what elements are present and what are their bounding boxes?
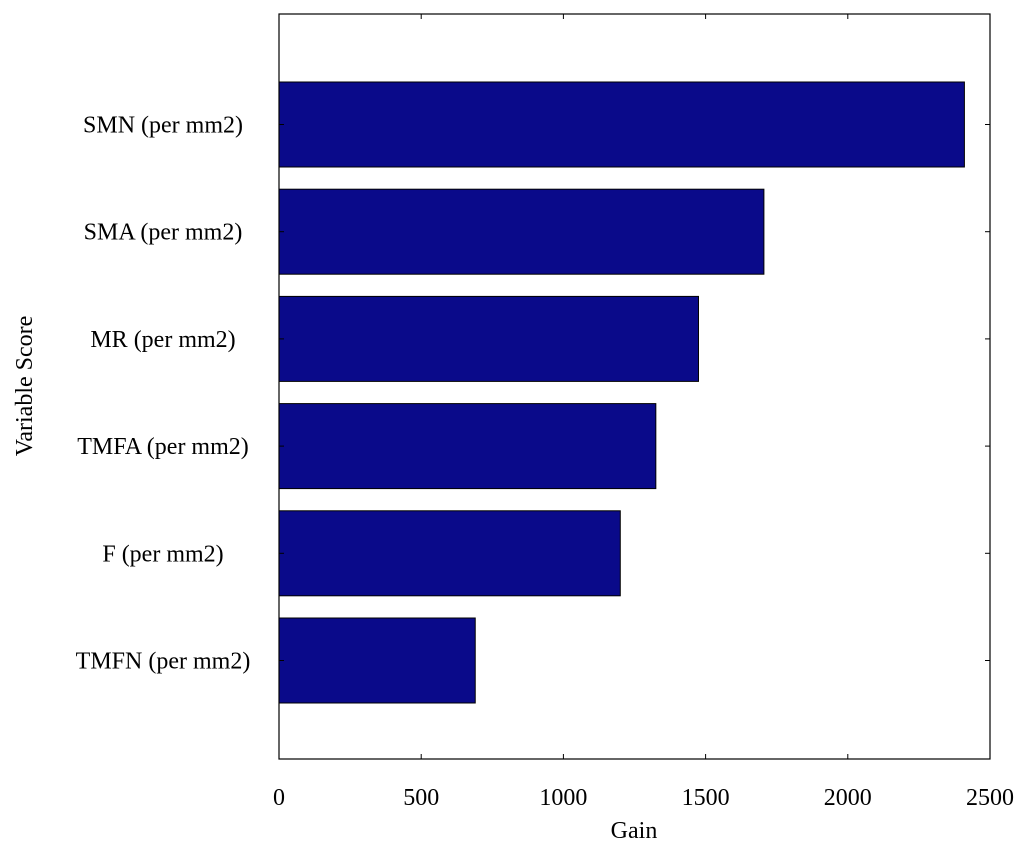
x-tick-label-1: 500 — [403, 785, 439, 811]
x-tick-label-3: 1500 — [682, 785, 730, 811]
category-label-1: SMA (per mm2) — [84, 220, 243, 246]
bar-2 — [278, 295, 699, 382]
plot-frame — [278, 13, 991, 760]
x-tick-labels: 0 500 1000 1500 2000 2500 — [273, 785, 1014, 811]
y-tick-marks — [279, 124, 990, 661]
bar-5 — [278, 617, 476, 704]
bar-0 — [278, 81, 965, 168]
x-tick-label-5: 2500 — [966, 785, 1014, 811]
bar-4 — [278, 510, 621, 597]
x-tick-label-2: 1000 — [539, 785, 587, 811]
category-labels: SMN (per mm2) SMA (per mm2) MR (per mm2) TM… — [76, 113, 251, 675]
x-axis-title: Gain — [611, 818, 658, 844]
bars-group — [278, 81, 965, 704]
category-label-3: TMFA (per mm2) — [77, 434, 249, 460]
x-tick-label-4: 2000 — [824, 785, 872, 811]
category-label-5: TMFN (per mm2) — [76, 649, 251, 675]
category-label-2: MR (per mm2) — [90, 327, 235, 353]
x-tick-label-0: 0 — [273, 785, 285, 811]
y-axis-title: Variable Score — [12, 316, 38, 457]
bar-1 — [278, 188, 765, 275]
category-label-0: SMN (per mm2) — [83, 113, 243, 139]
category-label-4: F (per mm2) — [102, 541, 223, 567]
bar-3 — [278, 403, 657, 490]
